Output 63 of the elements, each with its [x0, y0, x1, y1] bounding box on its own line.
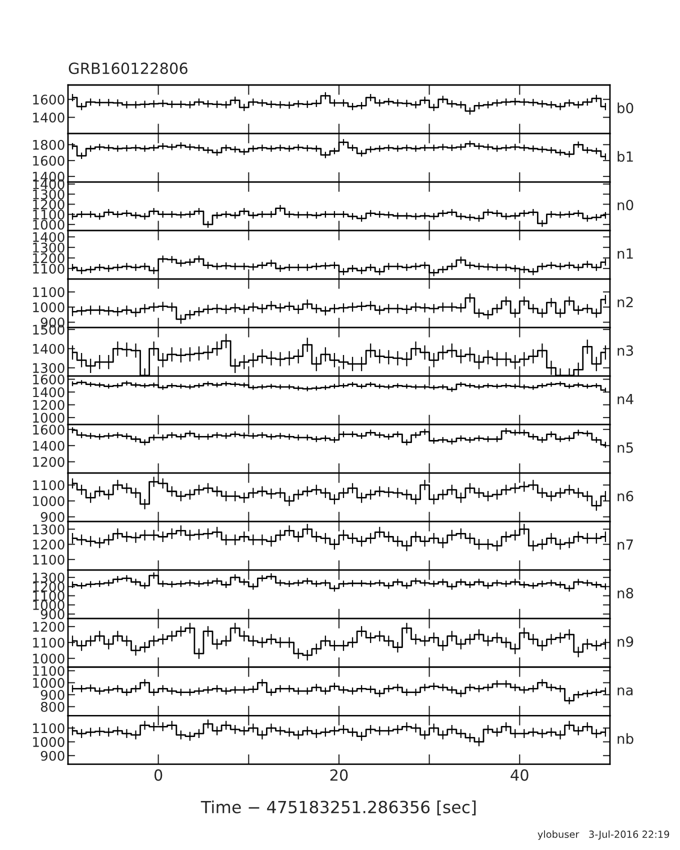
- y-tick-label: 1100: [33, 210, 64, 220]
- y-tick-label: 900: [40, 750, 64, 761]
- y-tick-label: 1000: [33, 654, 64, 664]
- y-tick-label: 1100: [33, 638, 64, 648]
- text: b0: [618, 102, 634, 114]
- y-tick-label: 1400: [33, 387, 64, 398]
- text: n2: [618, 296, 633, 308]
- x-tick-label: 20: [330, 769, 348, 781]
- y-tick-label: 1400: [33, 112, 64, 123]
- y-tick-label: 1600: [33, 94, 64, 105]
- y-tick-label: 1100: [33, 480, 64, 490]
- text: n0: [618, 200, 634, 210]
- text: n8: [618, 588, 634, 598]
- text: n6: [618, 490, 634, 502]
- y-tick-label: 1200: [33, 400, 64, 410]
- text: n1: [618, 248, 633, 259]
- text: nb: [618, 733, 634, 744]
- text: n9: [618, 636, 634, 647]
- y-tick-label: 1300: [33, 572, 64, 583]
- y-tick-label: 1600: [33, 424, 64, 435]
- y-tick-label: 1600: [33, 156, 64, 166]
- y-tick-label: 800: [40, 702, 64, 712]
- chart-title: GRB160122806: [68, 62, 188, 74]
- y-tick-label: 1100: [33, 554, 64, 565]
- y-tick-label: 1000: [33, 412, 64, 423]
- y-tick-label: 1000: [33, 302, 64, 312]
- y-tick-label: 1200: [33, 199, 64, 210]
- text: b1: [618, 151, 633, 162]
- y-tick-label: 1000: [33, 600, 64, 610]
- text: n7: [618, 540, 633, 550]
- x-tick-label: 40: [510, 769, 528, 781]
- x-tick-label: 0: [154, 769, 162, 781]
- y-tick-label: 1000: [33, 496, 64, 506]
- text: na: [618, 687, 633, 696]
- y-tick-label: 1400: [33, 440, 64, 451]
- y-tick-label: 1100: [33, 666, 64, 676]
- y-tick-label: 1300: [33, 524, 64, 534]
- y-tick-label: 900: [40, 512, 64, 522]
- y-tick-label: 1800: [33, 140, 64, 150]
- text: ylobuser 3-Jul-2016 22:19: [538, 830, 670, 840]
- y-tick-label: 1100: [33, 264, 64, 274]
- y-tick-label: 900: [40, 609, 64, 620]
- y-tick-label: 1000: [33, 678, 64, 688]
- x-axis-title: Time − 475183251.286356 [sec]: [200, 800, 476, 816]
- y-tick-label: 1300: [33, 242, 64, 253]
- y-tick-label: 1200: [33, 622, 64, 632]
- y-tick-label: 1400: [33, 232, 64, 242]
- y-tick-label: 1200: [33, 456, 64, 467]
- text: n5: [618, 442, 633, 453]
- y-tick-label: 1600: [33, 374, 64, 384]
- y-tick-label: 1100: [33, 723, 64, 734]
- y-tick-label: 1200: [33, 582, 64, 592]
- y-tick-label: 1200: [33, 540, 64, 550]
- y-tick-label: 1400: [33, 344, 64, 354]
- text: n3: [618, 345, 633, 356]
- y-tick-label: 1000: [33, 737, 64, 748]
- y-tick-label: 1200: [33, 253, 64, 264]
- y-tick-label: 900: [40, 690, 64, 700]
- y-tick-label: 1300: [33, 363, 64, 374]
- y-tick-label: 1300: [33, 189, 64, 200]
- y-tick-label: 1000: [33, 220, 64, 230]
- y-tick-label: 1100: [33, 287, 64, 298]
- text: n4: [618, 394, 634, 404]
